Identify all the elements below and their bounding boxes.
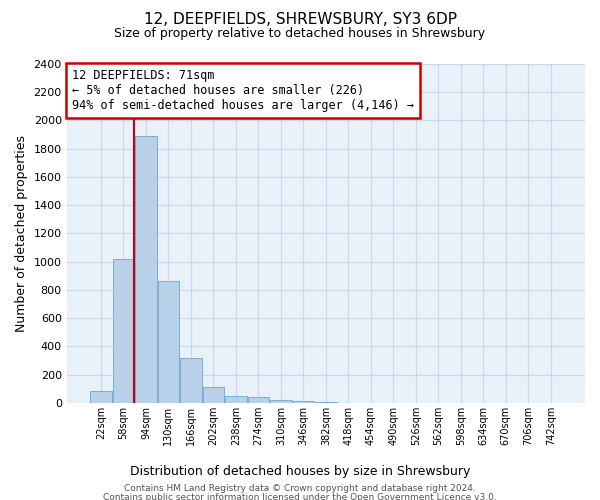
Bar <box>203 386 224 403</box>
Text: Distribution of detached houses by size in Shrewsbury: Distribution of detached houses by size … <box>130 465 470 478</box>
Text: Size of property relative to detached houses in Shrewsbury: Size of property relative to detached ho… <box>115 28 485 40</box>
Bar <box>225 396 247 403</box>
Bar <box>135 136 157 403</box>
Text: Contains HM Land Registry data © Crown copyright and database right 2024.: Contains HM Land Registry data © Crown c… <box>124 484 476 493</box>
Bar <box>248 397 269 403</box>
Bar <box>315 402 337 403</box>
Bar <box>158 282 179 403</box>
Bar <box>90 391 112 403</box>
Y-axis label: Number of detached properties: Number of detached properties <box>15 135 28 332</box>
Bar <box>180 358 202 403</box>
Bar <box>293 400 314 403</box>
Text: Contains public sector information licensed under the Open Government Licence v3: Contains public sector information licen… <box>103 494 497 500</box>
Text: 12, DEEPFIELDS, SHREWSBURY, SY3 6DP: 12, DEEPFIELDS, SHREWSBURY, SY3 6DP <box>143 12 457 28</box>
Bar <box>270 400 292 403</box>
Bar <box>113 259 134 403</box>
Text: 12 DEEPFIELDS: 71sqm
← 5% of detached houses are smaller (226)
94% of semi-detac: 12 DEEPFIELDS: 71sqm ← 5% of detached ho… <box>72 69 414 112</box>
